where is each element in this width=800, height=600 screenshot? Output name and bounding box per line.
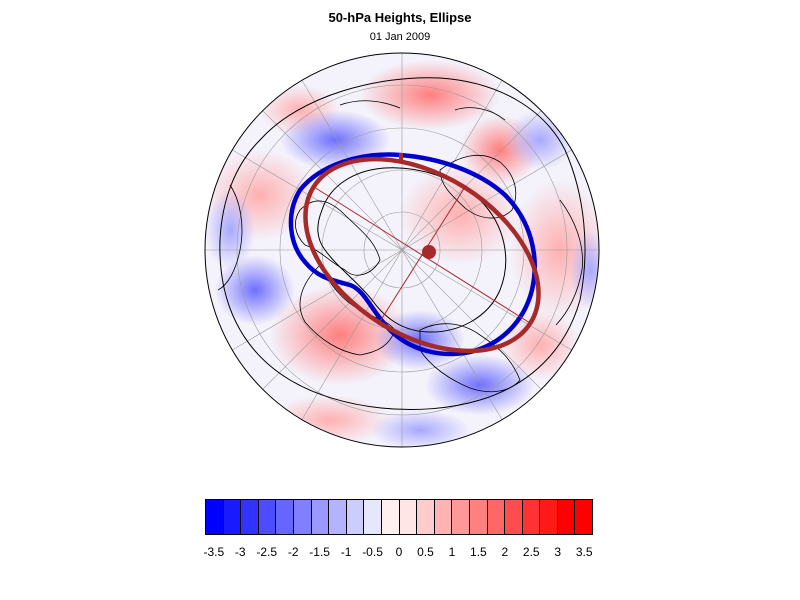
colorbar-swatch bbox=[381, 500, 400, 534]
colorbar-tick-label: 2.5 bbox=[522, 545, 540, 559]
colorbar-swatch bbox=[434, 500, 453, 534]
colorbar-swatch bbox=[241, 500, 259, 534]
colorbar-tick-label: -1.5 bbox=[309, 545, 330, 559]
colorbar-tick-label: -2 bbox=[287, 545, 299, 559]
vortex-edge-contour bbox=[288, 152, 537, 357]
chart-title: 50-hPa Heights, Ellipse bbox=[328, 10, 472, 25]
colorbar-swatch bbox=[276, 500, 294, 534]
colorbar-swatch bbox=[258, 500, 277, 534]
ellipse-axes bbox=[313, 186, 531, 324]
colorbar bbox=[205, 499, 593, 535]
ellipse-centre-marker bbox=[422, 245, 436, 259]
colorbar-swatch bbox=[346, 500, 365, 534]
colorbar-tick-label: 0 bbox=[395, 545, 403, 559]
colorbar-tick-label: -3 bbox=[234, 545, 246, 559]
colorbar-tick-label: 2 bbox=[501, 545, 509, 559]
colorbar-swatch bbox=[311, 500, 330, 534]
colorbar-swatch bbox=[399, 500, 418, 534]
colorbar-swatch bbox=[557, 500, 576, 534]
colorbar-swatch bbox=[540, 500, 558, 534]
colorbar-tick-label: -1 bbox=[340, 545, 352, 559]
colorbar-swatch bbox=[487, 500, 506, 534]
colorbar-swatch bbox=[522, 500, 541, 534]
colorbar-tick-label: -2.5 bbox=[256, 545, 278, 559]
colorbar-tick-label: 3.5 bbox=[575, 545, 593, 559]
colorbar-swatch bbox=[364, 500, 382, 534]
colorbar-swatch bbox=[575, 500, 593, 534]
height-contours bbox=[219, 77, 586, 410]
colorbar-tick-label: 1 bbox=[448, 545, 456, 559]
colorbar-tick-label: -3.5 bbox=[203, 545, 225, 559]
ellipse-tick-marker bbox=[399, 153, 403, 163]
colorbar-tick-label: 3 bbox=[554, 545, 562, 559]
chart-subtitle: 01 Jan 2009 bbox=[369, 31, 431, 43]
colorbar-swatch bbox=[206, 500, 224, 534]
colorbar-tick-label: -0.5 bbox=[362, 545, 383, 559]
anomaly-field bbox=[205, 53, 599, 447]
colorbar-tick-label: 0.5 bbox=[417, 545, 434, 559]
colorbar-swatch bbox=[469, 500, 488, 534]
colorbar-tick-label: 1.5 bbox=[470, 545, 487, 559]
colorbar-swatch bbox=[452, 500, 470, 534]
colorbar-swatch bbox=[329, 500, 347, 534]
globe-outline bbox=[204, 52, 600, 448]
colorbar-swatch bbox=[223, 500, 242, 534]
graticule bbox=[205, 53, 599, 447]
colorbar-swatch bbox=[293, 500, 312, 534]
colorbar-tick-labels: -3.5 -3 -2.5 -2 -1.5 -1 -0.5 0 0.5 1 1.5 2 2.5 3 3.5 bbox=[0, 545, 800, 561]
colorbar-swatch bbox=[417, 500, 435, 534]
colorbar-swatch bbox=[505, 500, 523, 534]
